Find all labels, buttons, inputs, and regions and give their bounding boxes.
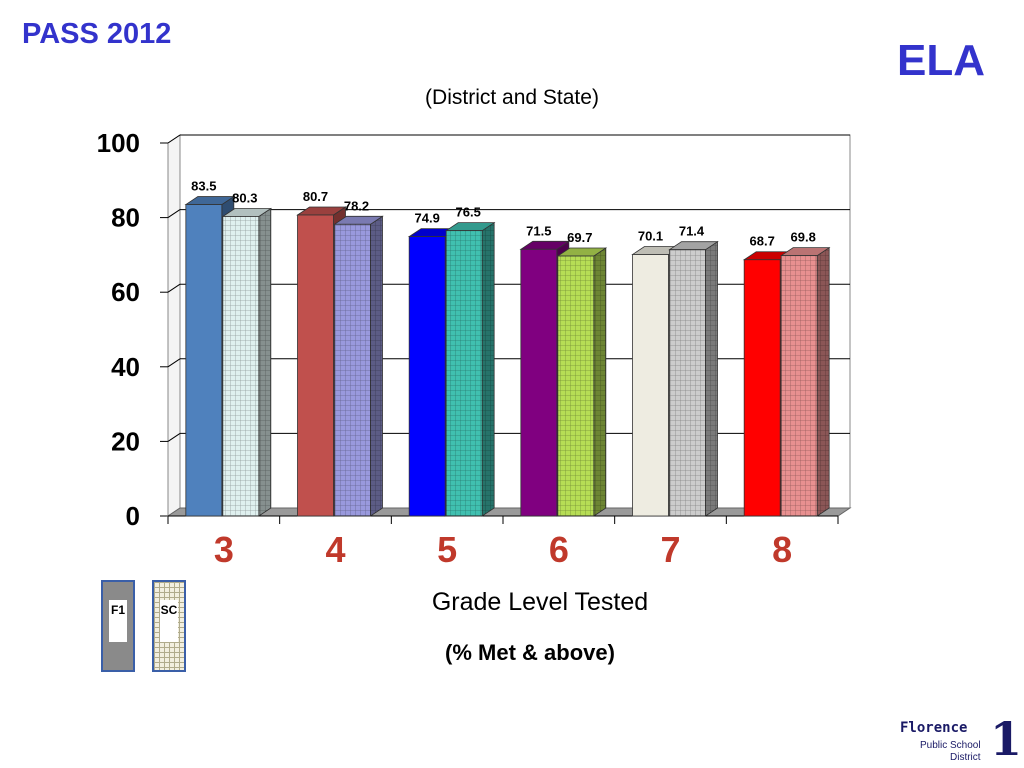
data-label: 69.8	[791, 230, 816, 245]
data-label: 70.1	[638, 229, 663, 244]
data-label: 80.3	[232, 190, 257, 205]
bar-side-pattern	[482, 222, 495, 516]
bar-front	[297, 214, 334, 517]
bar-side-pattern	[817, 247, 830, 516]
logo-number: 1	[990, 712, 1023, 766]
bar-grade-7-sc	[668, 240, 719, 517]
y-tick-label: 20	[111, 426, 140, 456]
bar-grade-6-sc	[556, 247, 608, 517]
gridline-side	[167, 209, 181, 219]
legend-item-f1: F1	[101, 580, 135, 672]
bar-front	[632, 254, 669, 517]
bar-grade-8-sc	[779, 246, 831, 517]
x-tick-label: 5	[437, 529, 457, 570]
legend-label-f1: F1	[109, 600, 127, 642]
bar-side-pattern	[705, 241, 718, 517]
data-label: 78.2	[344, 198, 369, 213]
y-tick-label: 60	[111, 277, 140, 307]
gridline-side	[167, 134, 181, 144]
bar-pattern	[222, 216, 259, 516]
bar-side-pattern	[370, 216, 383, 516]
bar-grade-4-sc	[333, 215, 384, 517]
bar-side-pattern	[593, 248, 606, 517]
x-tick-label: 3	[214, 529, 234, 570]
gridline-side	[167, 283, 181, 293]
bar-side-pattern	[258, 208, 271, 516]
bar-front	[408, 236, 446, 517]
data-label: 71.5	[526, 223, 551, 238]
gridline-side	[167, 432, 181, 442]
data-label: 76.5	[456, 205, 481, 220]
bar-pattern	[781, 255, 818, 516]
data-label: 69.7	[567, 230, 592, 245]
unit-label: (% Met & above)	[445, 640, 615, 665]
x-tick-label: 8	[772, 529, 792, 570]
bar-front	[185, 204, 223, 517]
bar-grade-5-sc	[444, 221, 496, 517]
y-tick-label: 80	[111, 203, 140, 233]
bar-pattern	[557, 256, 594, 516]
bar-pattern	[334, 224, 371, 516]
y-tick-label: 100	[97, 128, 140, 158]
x-tick-label: 6	[549, 529, 569, 570]
x-tick-label: 4	[325, 529, 345, 570]
bar-pattern	[669, 249, 706, 517]
legend-label-sc: SC	[160, 600, 178, 642]
x-axis-label: Grade Level Tested	[431, 588, 649, 616]
subject-label: ELA	[897, 36, 985, 85]
chart-side-wall	[167, 134, 181, 517]
slide-title: PASS 2012	[22, 18, 172, 50]
logo-line2: District	[950, 752, 981, 763]
data-label: 68.7	[750, 234, 775, 249]
y-tick-label: 0	[126, 501, 140, 531]
logo-name: Florence	[900, 720, 968, 736]
data-label: 71.4	[679, 224, 705, 239]
data-label: 80.7	[303, 189, 328, 204]
bar-front	[520, 248, 558, 517]
chart-subtitle: (District and State)	[425, 86, 599, 109]
x-tick-label: 7	[660, 529, 680, 570]
bar-grade-3-sc	[221, 207, 273, 517]
gridline-side	[167, 358, 181, 368]
data-label: 74.9	[415, 211, 440, 226]
bar-pattern	[446, 230, 483, 516]
logo-line1: Public School	[920, 740, 981, 751]
data-label: 83.5	[191, 179, 216, 194]
y-tick-label: 40	[111, 352, 140, 382]
bar-front	[743, 259, 781, 517]
legend-item-sc: SC	[152, 580, 186, 672]
